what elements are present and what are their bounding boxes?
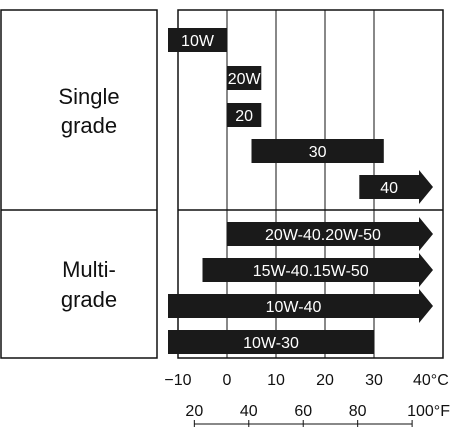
bar-label: 15W-40.15W-50 — [253, 263, 369, 280]
plot-frame — [177, 9, 444, 359]
celsius-tick-label: 40°C — [413, 372, 449, 389]
bar-label: 20W-40.20W-50 — [265, 227, 381, 244]
bar-30 — [251, 139, 384, 163]
bar-20w — [227, 66, 262, 90]
celsius-tick-label: 30 — [365, 372, 383, 389]
group-label-multi-line2: grade — [61, 287, 117, 312]
bar-label: 20 — [235, 108, 253, 125]
fahrenheit-tick-label: 100°F — [407, 403, 450, 420]
bar-20 — [227, 103, 262, 127]
bar-20w-40-20w-50 — [227, 217, 433, 251]
fahrenheit-tick-label: 80 — [349, 403, 367, 420]
bar-label: 40 — [380, 180, 398, 197]
group-label-multi-line1: Multi- — [62, 257, 116, 282]
bars: 10W 20W 20 30 40 20W-40.20W-50 15W-40.15W-50 10… — [168, 28, 433, 354]
fahrenheit-tick-label: 20 — [185, 403, 203, 420]
bar-label: 10W-30 — [243, 335, 299, 352]
fahrenheit-axis: 20 40 60 80 100°F — [185, 403, 450, 427]
celsius-tick-label: 10 — [267, 372, 285, 389]
fahrenheit-tick-label: 40 — [240, 403, 258, 420]
celsius-axis: −10 0 10 20 30 40°C — [164, 372, 448, 389]
bar-40 — [359, 170, 433, 204]
bar-label: 30 — [309, 144, 327, 161]
bar-label: 20W — [228, 71, 262, 88]
bar-10w — [168, 28, 227, 52]
group-label-frame — [0, 9, 158, 359]
group-label-single-line2: grade — [61, 113, 117, 138]
celsius-tick-label: 0 — [223, 372, 232, 389]
bar-10w-30 — [168, 330, 374, 354]
celsius-tick-label: −10 — [164, 372, 191, 389]
bar-label: 10W — [181, 33, 215, 50]
group-label-single-line1: Single — [58, 84, 119, 109]
bar-15w-40-15w-50 — [202, 253, 433, 287]
celsius-tick-label: 20 — [316, 372, 334, 389]
bar-label: 10W-40 — [266, 299, 322, 316]
fahrenheit-tick-label: 60 — [294, 403, 312, 420]
bar-10w-40 — [168, 289, 433, 323]
